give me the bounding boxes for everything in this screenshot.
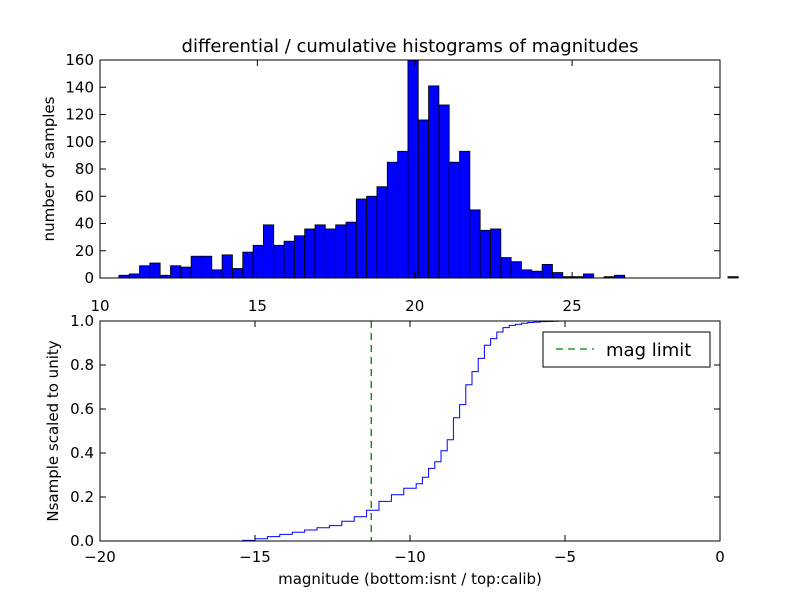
histogram-bar [201,255,213,279]
bottom-y-axis-label: Nsample scaled to unity [44,340,62,521]
histogram-bar [376,186,388,279]
y-tick-label: 1.0 [70,312,94,330]
histogram-bar [366,195,378,279]
y-tick-label: 140 [65,78,94,96]
histogram-bar [727,276,739,279]
histogram-bar [469,209,481,279]
y-tick-label: 0.0 [70,532,94,550]
histogram-bar [583,273,595,279]
y-tick-label: 120 [65,106,94,124]
histogram-bar [335,224,347,279]
y-tick-label: 0.6 [70,400,94,418]
cumulative-histogram-panel: −20 −15 −10 −5 0 0.0 0.2 0.4 0.6 0.8 1.0 magnitud… [44,312,725,588]
bottom-x-ticks: −20 −15 −10 −5 0 [84,321,725,566]
y-tick-label: 160 [65,51,94,69]
histogram-bar [552,272,564,279]
histogram-bar [355,198,368,279]
histogram-bar [541,263,553,279]
x-tick-label: 25 [563,297,582,315]
histogram-bar [397,150,409,279]
histogram-bar [262,224,275,279]
differential-histogram-panel: 10 15 20 25 0 20 40 60 80 100 120 140 160 different… [40,36,739,315]
cumulative-step-line [118,320,584,542]
y-tick-label: 0 [84,269,94,287]
histogram-bar [232,268,244,279]
x-tick-label: −5 [554,548,576,566]
histogram-bar [304,228,316,279]
histogram-bars [118,59,739,279]
histogram-bar [407,59,419,279]
histogram-bar [324,228,337,279]
histogram-bar [438,104,450,279]
x-tick-label: 15 [248,297,267,315]
y-tick-label: 0.8 [70,356,94,374]
x-tick-label: −10 [394,548,426,566]
histogram-bar [273,244,285,279]
histogram-bar [448,161,460,279]
top-x-ticks: 10 15 20 25 [90,60,582,315]
histogram-bar [479,229,491,279]
histogram-bar [293,235,306,279]
legend-label: mag limit [606,340,691,361]
y-tick-label: 40 [75,215,94,233]
histogram-bar [139,265,151,279]
x-tick-label: 0 [715,548,725,566]
y-tick-label: 100 [65,133,94,151]
histogram-bar [314,224,326,279]
histogram-bar [242,251,254,279]
bottom-x-axis-label: magnitude (bottom:isnt / top:calib) [278,570,542,588]
histogram-bar [345,221,357,279]
histogram-bar [170,265,182,279]
histogram-bar [490,228,502,279]
histogram-bar [283,240,295,279]
bottom-y-ticks: 0.0 0.2 0.4 0.6 0.8 1.0 [70,312,720,550]
y-tick-label: 60 [75,187,94,205]
histogram-bar [190,255,202,279]
y-tick-label: 80 [75,160,94,178]
y-tick-label: 0.2 [70,488,94,506]
histogram-bar [180,266,192,279]
top-y-axis-label: number of samples [40,96,58,241]
histogram-bar [428,85,440,279]
histogram-bar [128,273,140,279]
histogram-bar [149,262,161,279]
histogram-bar [500,257,512,279]
legend: mag limit [542,331,711,368]
histogram-bar [221,254,233,279]
histogram-bar [211,269,223,279]
histogram-bar [252,244,264,279]
histogram-bar [386,161,398,279]
histogram-bar [521,269,533,279]
histogram-bar [510,261,522,279]
x-tick-label: 10 [90,297,109,315]
y-tick-label: 0.4 [70,444,94,462]
chart-title: differential / cumulative histograms of … [182,36,639,57]
histogram-bar [417,119,429,279]
top-y-ticks: 0 20 40 60 80 100 120 140 160 [65,51,720,287]
y-tick-label: 20 [75,242,94,260]
x-tick-label: −15 [239,548,271,566]
histogram-bar [531,270,543,279]
x-tick-label: 20 [405,297,424,315]
x-tick-label: −20 [84,548,116,566]
histogram-bar [459,150,471,279]
